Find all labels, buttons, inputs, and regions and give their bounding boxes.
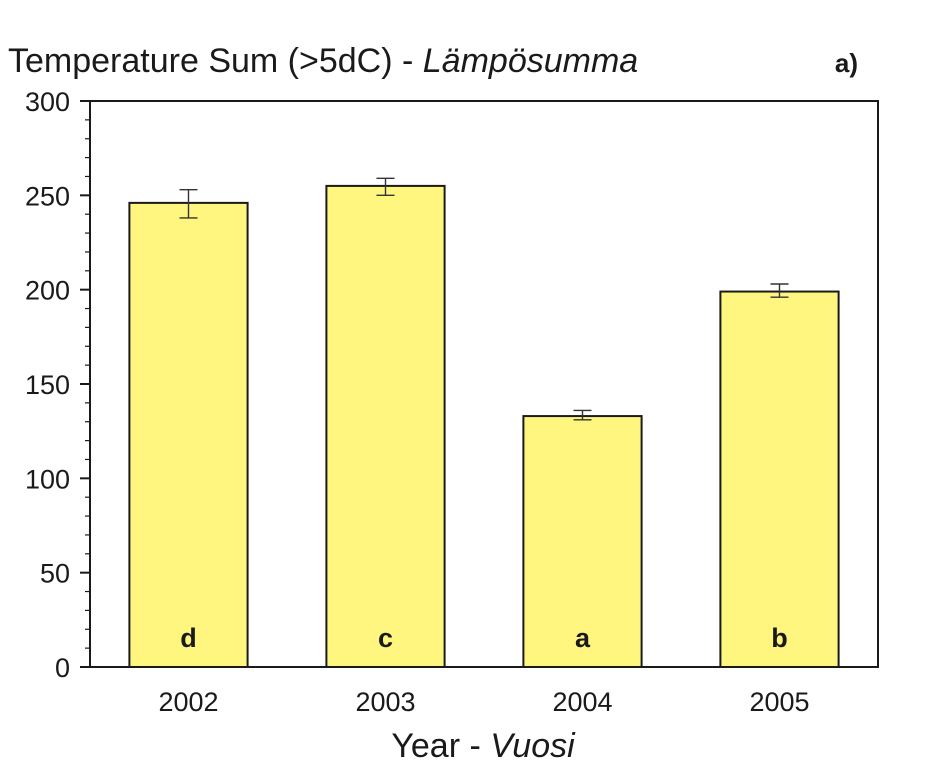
chart-title: Temperature Sum (>5dC) - Lämpösumma [8,42,638,80]
y-tick-label: 300 [25,87,70,117]
bar [719,290,840,668]
y-tick-label: 0 [55,653,70,683]
y-tick-label: 150 [25,370,70,400]
bar [325,184,446,668]
bar [522,415,643,668]
significance-letter: a [575,623,591,653]
x-tick-label: 2005 [749,687,809,717]
y-tick-label: 200 [25,276,70,306]
significance-letter: b [771,623,788,653]
y-tick-label: 100 [25,464,70,494]
y-tick-label: 50 [40,559,70,589]
significance-letter: d [180,623,197,653]
y-tick-label: 250 [25,181,70,211]
x-tick-label: 2003 [355,687,415,717]
x-axis-title: Year - Vuosi [391,727,576,765]
bar [128,201,249,668]
significance-letter: c [378,623,393,653]
x-tick-label: 2002 [158,687,218,717]
x-tick-label: 2004 [552,687,612,717]
panel-label: a) [835,48,858,78]
